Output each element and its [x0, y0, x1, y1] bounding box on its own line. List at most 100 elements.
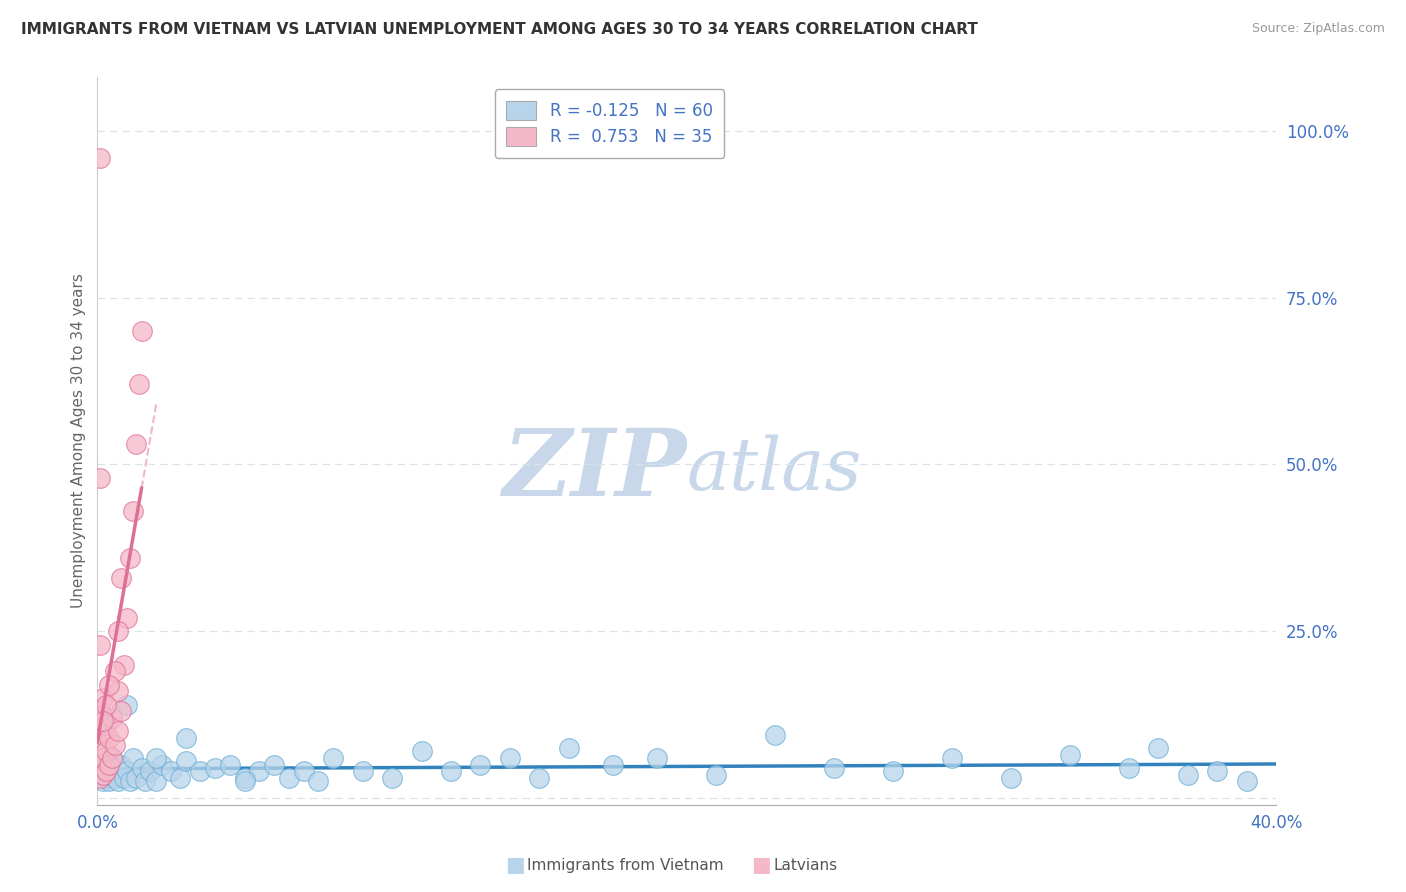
Point [96, 754, 118, 768]
Point [107, 774, 129, 789]
Point [277, 771, 299, 785]
Point [124, 771, 146, 785]
Point [104, 738, 127, 752]
Y-axis label: Unemployment Among Ages 30 to 34 years: Unemployment Among Ages 30 to 34 years [72, 274, 86, 608]
Point [115, 698, 138, 712]
Point [96, 717, 118, 731]
Point [91, 714, 114, 729]
Point [307, 774, 329, 789]
Point [1206, 764, 1229, 779]
Point [823, 761, 845, 775]
Point [322, 751, 344, 765]
Point [411, 744, 433, 758]
Point [118, 550, 141, 565]
Point [190, 764, 212, 779]
Point [381, 771, 404, 785]
Point [169, 771, 191, 785]
Point [602, 757, 624, 772]
Point [110, 571, 132, 585]
Point [98, 774, 121, 789]
Point [104, 665, 127, 679]
Point [704, 767, 727, 781]
Point [89, 638, 111, 652]
Point [91, 751, 114, 765]
Point [98, 677, 121, 691]
Point [89, 754, 111, 768]
Point [91, 690, 114, 705]
Point [101, 711, 124, 725]
Point [89, 471, 111, 485]
Point [529, 771, 551, 785]
Point [352, 764, 374, 779]
Point [1118, 761, 1140, 775]
Point [499, 751, 522, 765]
Point [263, 757, 285, 772]
Point [1147, 741, 1170, 756]
Point [174, 731, 197, 745]
Point [89, 704, 111, 718]
Point [440, 764, 463, 779]
Point [101, 751, 124, 765]
Point [112, 771, 135, 785]
Point [1000, 771, 1022, 785]
Point [107, 624, 129, 639]
Point [249, 764, 271, 779]
Point [112, 657, 135, 672]
Point [101, 751, 124, 765]
Point [107, 724, 129, 739]
Point [91, 774, 114, 789]
Point [107, 684, 129, 698]
Legend: R = -0.125   N = 60, R =  0.753   N = 35: R = -0.125 N = 60, R = 0.753 N = 35 [495, 89, 724, 158]
Point [233, 774, 256, 789]
Point [160, 764, 183, 779]
Text: IMMIGRANTS FROM VIETNAM VS LATVIAN UNEMPLOYMENT AMONG AGES 30 TO 34 YEARS CORREL: IMMIGRANTS FROM VIETNAM VS LATVIAN UNEMP… [21, 22, 979, 37]
Point [89, 738, 111, 752]
Point [150, 757, 173, 772]
Point [1177, 767, 1199, 781]
Point [645, 751, 668, 765]
Point [219, 757, 242, 772]
Point [96, 764, 118, 779]
Text: Source: ZipAtlas.com: Source: ZipAtlas.com [1251, 22, 1385, 36]
Point [1059, 747, 1081, 762]
Point [91, 728, 114, 742]
Point [763, 728, 786, 742]
Point [110, 704, 132, 718]
Point [96, 771, 118, 785]
Point [131, 324, 153, 338]
Text: atlas: atlas [686, 435, 862, 506]
Point [558, 741, 581, 756]
Point [91, 767, 114, 781]
Point [91, 761, 114, 775]
Point [98, 757, 121, 772]
Text: ZIP: ZIP [502, 425, 686, 516]
Point [89, 771, 111, 785]
Point [145, 774, 167, 789]
Point [121, 504, 143, 518]
Point [96, 744, 118, 758]
Point [101, 764, 124, 779]
Text: ■: ■ [506, 855, 533, 875]
Point [115, 764, 138, 779]
Point [104, 771, 127, 785]
Point [121, 751, 143, 765]
Point [124, 437, 146, 451]
Point [118, 774, 141, 789]
Point [233, 771, 256, 785]
Point [1236, 774, 1258, 789]
Point [131, 761, 153, 775]
Text: ■: ■ [752, 855, 779, 875]
Text: Immigrants from Vietnam: Immigrants from Vietnam [527, 858, 724, 872]
Point [98, 731, 121, 745]
Point [128, 377, 150, 392]
Text: Latvians: Latvians [773, 858, 838, 872]
Point [110, 757, 132, 772]
Point [204, 761, 226, 775]
Point [115, 611, 138, 625]
Point [96, 698, 118, 712]
Point [89, 767, 111, 781]
Point [882, 764, 904, 779]
Point [174, 754, 197, 768]
Point [139, 764, 162, 779]
Point [89, 151, 111, 165]
